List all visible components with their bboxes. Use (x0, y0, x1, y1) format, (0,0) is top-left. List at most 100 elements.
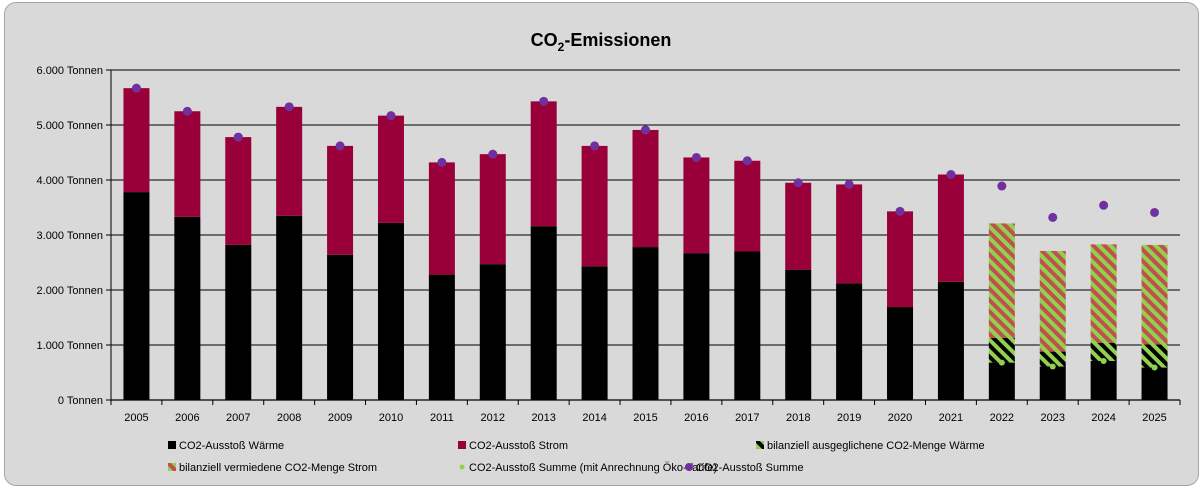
bar-strom (530, 101, 557, 227)
bar-ausgeglichen-waerme (1141, 344, 1168, 368)
bar-vermieden-strom (1141, 244, 1168, 345)
x-tick-label: 2016 (684, 412, 708, 424)
x-tick-label: 2017 (735, 412, 759, 424)
bar-strom (887, 211, 914, 308)
bar-waerme (225, 244, 252, 400)
dot-summe (284, 102, 294, 112)
dot-summe (691, 152, 701, 162)
bar-waerme-oeko (988, 362, 1015, 400)
x-tick-label: 2025 (1142, 412, 1166, 424)
legend: CO2-Ausstoß Wärme CO2-Ausstoß Strom bilanz… (168, 440, 985, 474)
bar-strom (377, 115, 404, 223)
bar-waerme (937, 281, 964, 400)
bar-strom (581, 145, 608, 267)
dot-summe (793, 178, 803, 188)
x-tick-label: 2011 (430, 412, 454, 424)
legend-swatch (756, 441, 764, 449)
bar-waerme (836, 283, 863, 400)
dot-summe (437, 157, 447, 167)
y-axis-ticks: 0 Tonnen 1.000 Tonnen 2.000 Tonnen 3.000 To… (37, 65, 103, 407)
bar-waerme (327, 254, 354, 400)
dot-summe-oeko (1049, 363, 1056, 370)
dot-summe (1150, 207, 1160, 217)
bar-waerme-oeko (1090, 360, 1117, 400)
dot-summe (997, 181, 1007, 191)
bar-strom (174, 111, 201, 217)
legend-swatch (685, 463, 693, 471)
x-tick-label: 2009 (328, 412, 352, 424)
dot-summe (1048, 212, 1058, 222)
bars (123, 88, 1168, 400)
x-tick-label: 2005 (124, 412, 148, 424)
bar-waerme (530, 226, 557, 400)
bar-strom (836, 184, 863, 284)
legend-item: CO2-Ausstoß Strom (458, 440, 568, 452)
summary-dots (131, 83, 1160, 371)
bar-strom (123, 88, 150, 193)
legend-swatch (459, 464, 465, 470)
legend-item: bilanziell ausgeglichene CO2-Menge Wärme (756, 440, 985, 452)
bar-ausgeglichen-waerme (1039, 351, 1066, 367)
dot-summe (488, 149, 498, 159)
bar-vermieden-strom (1039, 250, 1066, 352)
x-tick-label: 2014 (582, 412, 606, 424)
dot-summe (946, 170, 956, 179)
legend-label: CO2-Ausstoß Wärme (179, 440, 284, 452)
bar-waerme (174, 216, 201, 400)
bar-waerme (428, 274, 455, 400)
x-tick-label: 2023 (1040, 412, 1064, 424)
y-tick-label: 1.000 Tonnen (37, 340, 103, 352)
bar-strom (479, 154, 506, 265)
x-tick-label: 2015 (633, 412, 657, 424)
bar-waerme (276, 215, 303, 400)
x-tick-label: 2021 (939, 412, 963, 424)
y-tick-label: 4.000 Tonnen (37, 175, 103, 187)
x-tick-label: 2020 (888, 412, 912, 424)
bar-strom (225, 137, 252, 245)
legend-item: bilanziell vermiedene CO2-Menge Strom (168, 462, 377, 474)
bar-strom (734, 160, 761, 252)
x-tick-label: 2006 (175, 412, 199, 424)
y-tick-label: 5.000 Tonnen (37, 120, 103, 132)
bar-strom (428, 162, 455, 275)
bar-strom (683, 157, 710, 254)
dot-summe-oeko (1151, 364, 1158, 371)
bar-ausgeglichen-waerme (988, 337, 1015, 363)
dot-summe (1099, 200, 1109, 210)
bar-waerme (581, 266, 608, 400)
legend-item: CO2-Ausstoß Summe (mit Anrechnung Öko-Ta… (459, 462, 717, 474)
bar-vermieden-strom (1090, 244, 1117, 343)
dot-summe (335, 141, 345, 151)
dot-summe (131, 83, 141, 93)
dot-summe (182, 106, 192, 116)
bar-strom (937, 174, 964, 282)
dot-summe (539, 96, 549, 106)
legend-swatch (458, 441, 466, 449)
bar-waerme (734, 251, 761, 400)
legend-item: CO2-Ausstoß Wärme (168, 440, 284, 452)
dot-summe-oeko (998, 359, 1005, 366)
legend-swatch (168, 463, 176, 471)
x-tick-label: 2012 (481, 412, 505, 424)
bar-waerme (683, 253, 710, 400)
x-axis-ticks: 2005 2006 2007 2008 2009 2010 2011 2012 2013 2014… (110, 400, 1181, 424)
bar-vermieden-strom (988, 223, 1015, 338)
dot-summe (641, 125, 650, 135)
bar-waerme (632, 247, 659, 400)
dot-summe (233, 132, 243, 142)
chart-title: CO2-Emissionen (531, 30, 672, 54)
dot-summe (742, 156, 752, 166)
bar-waerme (479, 264, 506, 400)
chart-svg: CO2-Emissionen 0 Tonnen 1.000 Tonnen 2.000… (37, 30, 1181, 474)
x-tick-label: 2022 (990, 412, 1014, 424)
x-tick-label: 2010 (379, 412, 403, 424)
legend-label: CO2-Ausstoß Summe (mit Anrechnung Öko-Ta… (469, 462, 717, 474)
legend-label: CO2-Ausstoß Summe (696, 462, 804, 474)
x-tick-label: 2018 (786, 412, 810, 424)
dot-summe (844, 179, 854, 189)
bar-waerme (123, 192, 150, 400)
dot-summe (386, 111, 396, 121)
legend-item: CO2-Ausstoß Summe (685, 462, 804, 474)
x-tick-label: 2008 (277, 412, 301, 424)
y-tick-label: 6.000 Tonnen (37, 65, 103, 77)
